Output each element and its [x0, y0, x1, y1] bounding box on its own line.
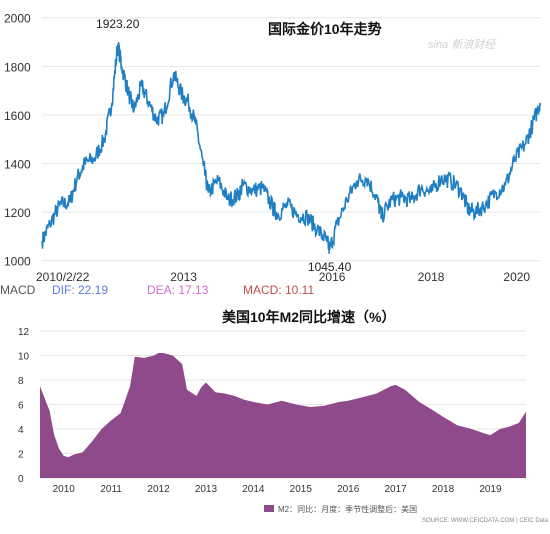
gold-y-tick-labels: 1000 1200 1400 1600 1800 2000 [4, 12, 31, 269]
macd-indicator-row: MACD DIF: 22.19 DEA: 17.13 MACD: 10.11 [0, 283, 550, 299]
m2-source-note: SOURCE: WWW.CEICDATA.COM | CEIC Data [422, 518, 549, 524]
m2-growth-area [40, 353, 526, 478]
macd-macd-value: MACD: 10.11 [243, 283, 315, 297]
gold-chart-title: 国际金价10年走势 [268, 21, 382, 37]
m2-y-tick-label: 10 [18, 352, 30, 363]
gold-y-tick-label: 1800 [4, 60, 31, 74]
m2-x-tick-label: 2010 [53, 484, 76, 495]
gold-price-chart: 1000 1200 1400 1600 1800 2000 2010/2/22 2013 20… [4, 12, 541, 284]
m2-y-tick-label: 4 [18, 425, 24, 436]
m2-chart-title: 美国10年M2同比增速（%） [222, 309, 395, 325]
gold-y-tick-label: 1600 [4, 109, 31, 123]
m2-x-tick-label: 2016 [337, 484, 360, 495]
macd-dea-value: DEA: 17.13 [147, 283, 209, 297]
m2-x-tick-label: 2013 [195, 484, 218, 495]
m2-x-tick-label: 2011 [100, 484, 122, 495]
m2-x-tick-label: 2015 [290, 484, 313, 495]
m2-y-tick-label: 8 [18, 376, 24, 387]
gold-x-tick-labels: 2010/2/22 2013 2016 2018 2020 [36, 270, 530, 284]
gold-annotation-label: 1045.40 [308, 260, 352, 274]
gold-annotation-label: 1923.20 [96, 17, 140, 31]
gold-x-tick-label: 2016 [319, 270, 346, 284]
m2-x-tick-label: 2019 [479, 484, 502, 495]
gold-x-tick-label: 2010/2/22 [36, 270, 90, 284]
m2-legend-label: M2：同比：月度：季节性调整后：美国 [278, 504, 417, 514]
m2-y-tick-label: 2 [18, 450, 24, 461]
m2-y-tick-labels: 0 2 4 6 8 10 12 [18, 327, 30, 485]
gold-y-tick-label: 2000 [4, 12, 31, 26]
gold-x-tick-label: 2018 [418, 270, 445, 284]
gold-grid [42, 17, 540, 262]
m2-growth-chart: 0 2 4 6 8 10 12 2010 2011 2012 2013 2014 2015 2016 20… [0, 298, 550, 529]
gold-y-tick-label: 1400 [4, 158, 31, 172]
macd-dif-value: DIF: 22.19 [52, 283, 109, 297]
m2-y-tick-label: 12 [18, 327, 30, 338]
m2-y-tick-label: 6 [18, 401, 24, 412]
m2-x-tick-labels: 2010 2011 2012 2013 2014 2015 2016 2017 2018 2019 [53, 484, 502, 495]
gold-y-tick-label: 1000 [4, 255, 31, 269]
m2-x-tick-label: 2014 [242, 484, 265, 495]
gold-x-tick-label: 2013 [170, 270, 197, 284]
m2-y-tick-label: 0 [18, 474, 24, 485]
gold-price-series-line [41, 42, 541, 254]
macd-prefix-label: MACD [0, 283, 36, 297]
m2-x-tick-label: 2017 [384, 484, 407, 495]
m2-x-tick-label: 2018 [432, 484, 455, 495]
gold-x-tick-label: 2020 [503, 270, 530, 284]
m2-legend-swatch [264, 505, 274, 512]
gold-y-tick-label: 1200 [4, 206, 31, 220]
m2-x-tick-label: 2012 [147, 484, 170, 495]
sina-watermark: sina 新浪财经 [428, 38, 496, 51]
gold-annotations: 1923.20 1045.40 [96, 17, 352, 274]
